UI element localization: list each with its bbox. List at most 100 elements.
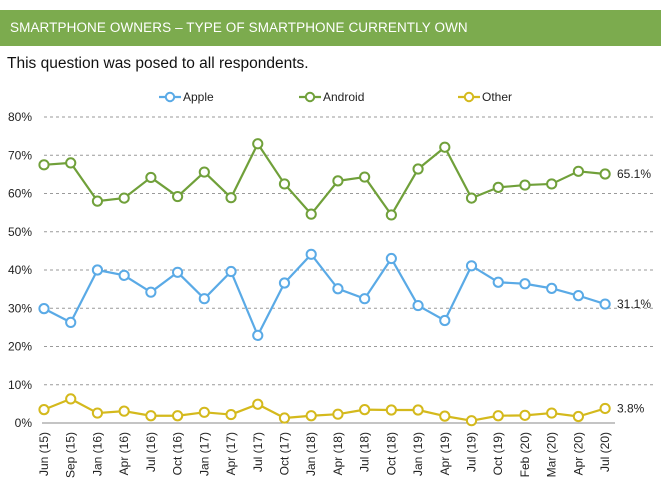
data-point xyxy=(492,276,504,288)
end-label: 3.8% xyxy=(617,401,645,415)
data-point xyxy=(65,157,77,169)
data-point xyxy=(305,248,317,260)
y-axis: 0% 10% 20% 30% 40% 50% 60% 70% 80% xyxy=(8,110,32,430)
data-point xyxy=(546,282,558,294)
data-point xyxy=(359,404,371,416)
data-point xyxy=(145,171,157,184)
data-point xyxy=(385,252,397,265)
data-point xyxy=(332,175,344,187)
x-tick-label: Oct (19) xyxy=(491,432,505,475)
data-point xyxy=(91,195,104,207)
series-line xyxy=(43,253,606,337)
x-tick-label: Jul (20) xyxy=(598,432,612,472)
y-tick-label: 30% xyxy=(8,301,32,315)
x-tick-label: Jul (18) xyxy=(358,432,372,472)
data-point xyxy=(332,408,344,420)
data-point xyxy=(198,293,210,305)
data-point xyxy=(546,407,558,419)
data-point xyxy=(439,141,451,153)
data-point xyxy=(332,283,344,295)
data-point xyxy=(65,316,77,329)
x-tick-label: Jul (19) xyxy=(465,432,479,472)
data-point xyxy=(492,410,504,422)
data-point xyxy=(65,393,77,405)
chart-subtitle: This question was posed to all responden… xyxy=(7,55,309,72)
data-point xyxy=(278,412,291,424)
x-tick-label: Jul (16) xyxy=(144,432,158,472)
chart-header: SMARTPHONE OWNERS – TYPE OF SMARTPHONE C… xyxy=(0,10,661,46)
legend-swatch-marker xyxy=(463,91,475,103)
data-point xyxy=(492,181,504,193)
data-point xyxy=(439,410,451,422)
legend-label: Other xyxy=(482,90,512,104)
data-point xyxy=(38,159,50,171)
data-point xyxy=(465,260,478,272)
data-point xyxy=(225,265,237,278)
data-point xyxy=(305,410,317,422)
x-tick-label: Feb (20) xyxy=(518,432,532,477)
legend-swatch-marker xyxy=(164,91,176,103)
data-point xyxy=(198,406,210,418)
x-axis: Jun (15) Sep (15) Jan (16) Apr (16) Jul (16)… xyxy=(37,422,615,478)
x-tick-label: Apr (16) xyxy=(117,432,131,475)
data-point xyxy=(439,314,451,327)
data-point xyxy=(572,290,585,302)
end-label: 31.1% xyxy=(617,297,651,311)
legend-item-other: Other xyxy=(458,90,512,104)
x-tick-label: Sep (15) xyxy=(64,432,78,478)
series-apple: 31.1% xyxy=(38,248,651,342)
data-point xyxy=(519,179,531,191)
data-point xyxy=(198,166,210,178)
data-point xyxy=(599,298,611,310)
legend-item-apple: Apple xyxy=(159,90,214,104)
data-point xyxy=(412,404,424,416)
legend-label: Apple xyxy=(183,90,214,104)
data-point xyxy=(252,329,264,342)
data-point xyxy=(91,407,104,419)
series-android: 65.1% xyxy=(38,138,651,221)
x-tick-label: Apr (19) xyxy=(438,432,452,475)
data-point xyxy=(38,303,50,315)
gridlines xyxy=(44,116,655,386)
x-tick-label: Jan (18) xyxy=(304,432,318,476)
end-label: 65.1% xyxy=(617,167,651,181)
x-tick-label: Apr (17) xyxy=(224,432,238,475)
legend-label: Android xyxy=(323,90,364,104)
x-tick-label: Apr (20) xyxy=(571,432,585,475)
data-point xyxy=(519,409,531,421)
x-tick-label: Mar (20) xyxy=(545,432,559,477)
data-point xyxy=(519,278,531,290)
series-line xyxy=(43,397,606,422)
data-point xyxy=(572,410,585,423)
y-tick-label: 10% xyxy=(8,378,32,392)
data-point xyxy=(38,404,50,416)
data-point xyxy=(278,277,291,289)
data-point xyxy=(385,209,397,221)
legend-item-android: Android xyxy=(299,90,364,104)
data-point xyxy=(225,192,237,204)
data-point xyxy=(412,163,424,175)
data-point xyxy=(546,178,558,190)
data-point xyxy=(412,299,424,312)
y-tick-label: 80% xyxy=(8,110,32,124)
data-point xyxy=(252,398,264,410)
y-tick-label: 70% xyxy=(8,148,32,162)
data-point xyxy=(599,402,611,415)
x-tick-label: Apr (18) xyxy=(331,432,345,475)
legend: Apple Android Other xyxy=(159,90,512,104)
data-point xyxy=(359,293,371,305)
data-point xyxy=(118,269,130,281)
x-tick-label: Jan (17) xyxy=(197,432,211,476)
x-tick-label: Oct (18) xyxy=(384,432,398,475)
y-tick-label: 0% xyxy=(15,416,33,430)
legend-swatch-marker xyxy=(304,91,316,103)
x-tick-label: Oct (16) xyxy=(171,432,185,475)
data-point xyxy=(172,410,184,422)
series-group: 31.1% 65.1% 3.8% xyxy=(38,138,651,427)
data-point xyxy=(225,408,237,421)
data-point xyxy=(91,264,104,276)
series-line xyxy=(43,142,606,217)
x-tick-label: Jun (15) xyxy=(37,432,51,476)
x-tick-label: Jan (19) xyxy=(411,432,425,476)
